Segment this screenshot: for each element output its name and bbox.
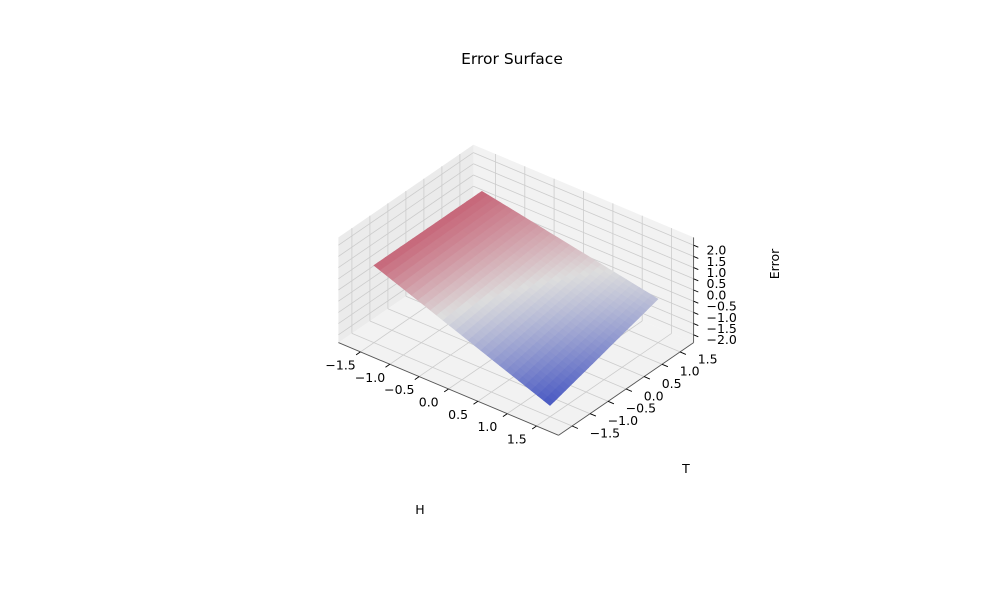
h-tick-label: 0.0 [419,395,439,410]
z-tick [693,311,699,315]
z-tick [693,289,699,293]
z-tick [693,300,699,304]
grid-line-z-back [473,185,694,280]
z-tick-label: −2.0 [707,332,737,347]
h-tick-label: −1.0 [355,370,385,385]
chart-title: Error Surface [461,50,563,68]
x-axis-label: H [415,502,424,517]
z-tick [693,278,699,282]
t-tick-label: 0.5 [662,376,682,391]
t-tick-label: 1.5 [698,351,718,366]
z-axis-label: Error [767,248,782,279]
t-tick-label: −1.0 [608,413,638,428]
t-tick [607,400,615,405]
t-tick [661,363,669,368]
z-tick [693,267,699,271]
h-tick-label: 1.5 [507,432,527,447]
grid-line-z-left [338,185,474,280]
error-surface [373,190,659,406]
h-tick-label: −1.5 [325,358,355,373]
t-tick [589,413,597,417]
grid-line-z-back [473,163,694,257]
surface-patch [543,396,555,406]
z-tick-label: 1.5 [707,254,727,269]
t-tick [625,388,633,392]
z-tick-label: 0.5 [707,276,727,291]
t-tick-label: 0.0 [644,388,664,403]
t-tick-label: 1.0 [680,364,700,379]
grid-line-z-left [338,163,474,257]
grid-line-z-back [473,174,694,268]
z-tick [693,323,699,327]
t-tick [571,425,579,429]
h-tick-label: 1.0 [477,419,497,434]
tick-marks [355,244,699,430]
z-tick-label: −0.5 [707,299,737,314]
t-tick-label: −0.5 [626,401,656,416]
h-tick-label: 0.5 [448,407,468,422]
z-tick [693,255,699,259]
h-tick-label: −0.5 [384,382,414,397]
t-tick-label: −1.5 [590,425,620,440]
h-axis-line [338,342,559,436]
z-tick-label: −1.5 [707,321,737,336]
grid-line-t-floor [351,333,573,427]
z-tick-label: 2.0 [707,243,727,258]
t-tick [679,351,687,355]
h-tick [502,413,508,417]
h-tick [385,363,391,368]
tick-labels: −1.5−1.0−0.50.00.51.01.5 −1.5−1.0−0.50.00… [325,243,736,447]
grid-line-z-left [338,174,474,268]
t-axis-line [558,342,694,436]
t-tick [643,376,651,380]
h-tick [355,351,361,356]
z-tick-label: 1.0 [707,265,727,280]
z-tick [693,244,699,248]
z-tick-label: 0.0 [707,287,727,302]
y-axis-label: T [681,461,690,476]
h-tick [414,376,420,380]
z-tick [693,334,699,338]
h-tick [473,400,479,405]
z-tick-label: −1.0 [707,310,737,325]
grid-line-z-left [338,152,474,246]
grid-line-z-back [473,152,694,246]
h-tick [531,425,537,430]
h-tick [443,388,449,393]
